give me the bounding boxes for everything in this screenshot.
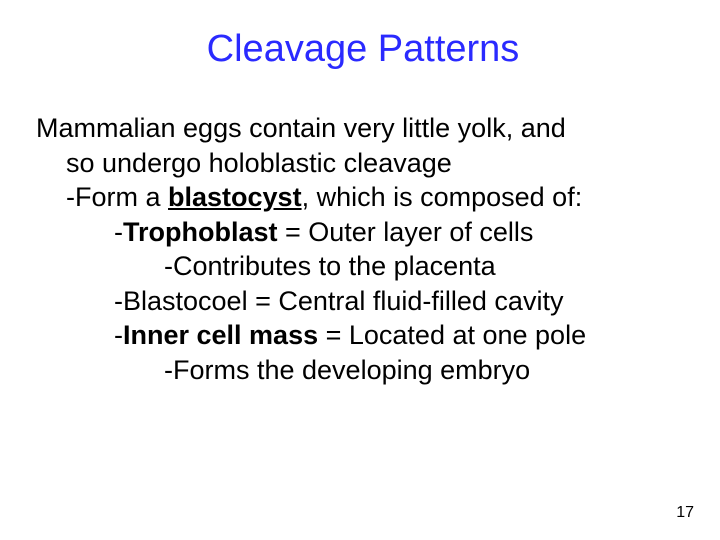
body-line-1a: Mammalian eggs contain very little yolk,…: [36, 111, 690, 146]
line2-post: , which is composed of:: [302, 182, 583, 212]
line2-term: blastocyst: [168, 182, 302, 212]
body-line-5: -Blastocoel = Central fluid-filled cavit…: [36, 284, 690, 319]
line2-pre: -Form a: [66, 182, 168, 212]
body-line-4: -Contributes to the placenta: [36, 249, 690, 284]
body-line-6: -Inner cell mass = Located at one pole: [36, 318, 690, 353]
slide-body: Mammalian eggs contain very little yolk,…: [36, 111, 690, 387]
body-line-1b: so undergo holoblastic cleavage: [36, 146, 690, 181]
slide-title: Cleavage Patterns: [36, 28, 690, 71]
line6-pre: -: [114, 320, 123, 350]
body-line-2: -Form a blastocyst, which is composed of…: [36, 180, 690, 215]
line6-post: = Located at one pole: [318, 320, 586, 350]
body-line-3: -Trophoblast = Outer layer of cells: [36, 215, 690, 250]
slide: Cleavage Patterns Mammalian eggs contain…: [0, 0, 720, 540]
page-number: 17: [676, 504, 694, 522]
line3-term: Trophoblast: [123, 217, 278, 247]
line3-pre: -: [114, 217, 123, 247]
line6-term: Inner cell mass: [123, 320, 318, 350]
body-line-7: -Forms the developing embryo: [36, 353, 690, 388]
line3-post: = Outer layer of cells: [278, 217, 534, 247]
